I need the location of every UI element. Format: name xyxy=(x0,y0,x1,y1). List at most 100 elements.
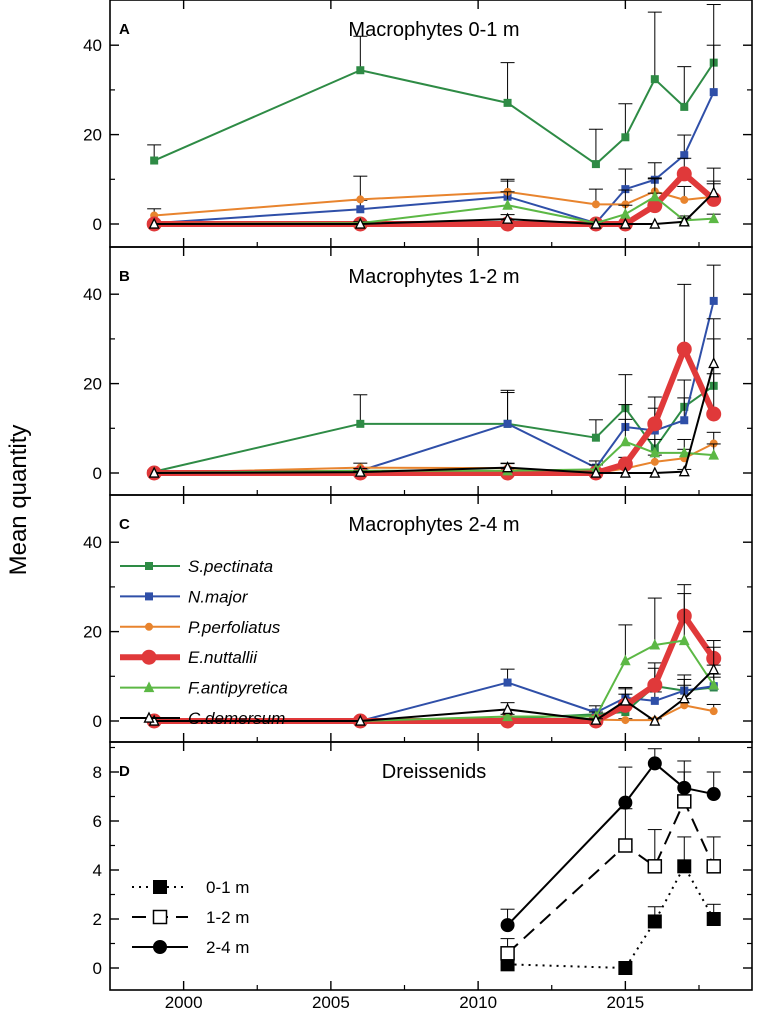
data-point xyxy=(649,217,661,229)
series-e-nuttallii xyxy=(146,283,722,481)
legend-label: 2-4 m xyxy=(206,938,249,957)
data-point xyxy=(650,457,659,466)
data-point xyxy=(706,912,721,926)
data-point xyxy=(709,88,718,97)
series-c-demersum xyxy=(148,167,721,229)
series-line xyxy=(154,639,715,722)
data-point xyxy=(148,466,160,478)
data-point xyxy=(708,186,720,198)
data-point xyxy=(706,406,722,422)
data-point xyxy=(709,707,718,716)
data-point xyxy=(677,780,692,795)
series-line xyxy=(507,865,715,969)
panel-c: C Macrophytes 2-4 m 0 20 40 S.pectinata N.majo… xyxy=(83,494,753,743)
y-tick-label: 20 xyxy=(83,375,102,394)
data-point xyxy=(649,446,661,458)
legend-marker xyxy=(145,592,153,601)
data-point xyxy=(621,133,630,142)
panel-title: Dreissenids xyxy=(382,761,486,783)
legend-marker xyxy=(153,880,167,894)
series-2-4-m xyxy=(500,748,721,933)
data-point xyxy=(677,859,692,874)
y-tick-label: 20 xyxy=(83,126,102,145)
series-s-pectinata xyxy=(147,4,721,169)
y-axis-label: Mean quantity xyxy=(5,425,32,576)
series-line xyxy=(154,363,715,474)
panel-title: Macrophytes 2-4 m xyxy=(348,514,519,536)
legend-entry-1-2-m: 1-2 m xyxy=(132,908,249,927)
data-point xyxy=(591,433,600,442)
data-point xyxy=(356,419,365,428)
data-point xyxy=(619,466,631,478)
data-layer xyxy=(146,584,722,729)
data-point xyxy=(709,296,718,305)
legend-label: N.major xyxy=(188,587,249,606)
legend-label: 0-1 m xyxy=(206,878,249,897)
series-n-major xyxy=(147,44,721,228)
data-point xyxy=(647,756,662,771)
data-point xyxy=(650,75,659,84)
panel-title: Macrophytes 1-2 m xyxy=(348,266,519,288)
data-point xyxy=(590,466,602,478)
data-point xyxy=(618,795,633,810)
x-tick-label: 2000 xyxy=(165,993,203,1012)
data-point xyxy=(590,217,602,229)
data-point xyxy=(678,692,690,704)
series-line xyxy=(153,62,715,166)
series-p-perfoliatus xyxy=(147,175,721,220)
x-tick-label: 2010 xyxy=(459,993,497,1012)
data-point xyxy=(621,716,630,725)
series-line xyxy=(154,681,714,722)
data-point xyxy=(678,215,690,227)
data-point xyxy=(354,465,366,477)
series-line xyxy=(506,800,715,955)
legend-marker xyxy=(153,940,167,954)
data-point xyxy=(502,212,514,224)
data-point xyxy=(677,794,692,809)
legend-marker xyxy=(143,711,155,723)
data-point xyxy=(647,859,663,874)
y-tick-label: 4 xyxy=(93,861,102,880)
series-line xyxy=(154,91,715,225)
y-tick-label: 2 xyxy=(93,910,102,929)
data-point xyxy=(647,914,662,929)
data-point xyxy=(500,946,515,961)
panel-label: A xyxy=(119,21,130,38)
data-point xyxy=(590,713,602,725)
y-tick-label: 20 xyxy=(83,623,102,642)
legend-entry-2-4-m: 2-4 m xyxy=(132,938,249,957)
x-tick-label: 2015 xyxy=(606,993,644,1012)
data-point xyxy=(591,200,600,209)
panel-label: B xyxy=(119,268,130,285)
data-point xyxy=(354,217,366,229)
data-point xyxy=(680,416,689,425)
data-point xyxy=(356,66,365,75)
series-line xyxy=(154,346,717,476)
y-tick-label: 40 xyxy=(83,36,102,55)
data-point xyxy=(650,696,659,705)
data-point xyxy=(500,918,515,933)
data-point xyxy=(618,838,633,853)
legend-entry-p-perfoliatus: P.perfoliatus xyxy=(120,618,281,637)
panel-label: C xyxy=(119,516,130,533)
y-tick-label: 6 xyxy=(93,812,102,831)
legend-marker xyxy=(152,909,168,925)
data-point xyxy=(619,694,631,706)
data-point xyxy=(618,961,633,975)
legend-label: C.demersum xyxy=(188,709,285,728)
legend-marker xyxy=(143,681,155,693)
data-point xyxy=(620,654,631,666)
data-point xyxy=(150,156,159,165)
panel-d: D Dreissenids 0 2 4 6 8 0-1 m 1-2 m 2-4 m xyxy=(93,741,753,991)
legend-label: E.nuttallii xyxy=(188,648,258,667)
legend-entry-s-pectinata: S.pectinata xyxy=(120,557,273,576)
data-point xyxy=(649,714,661,726)
series-c-demersum xyxy=(148,318,721,478)
data-point xyxy=(708,679,720,690)
data-point xyxy=(356,195,365,204)
series-0-1-m xyxy=(500,836,721,975)
x-tick-label: 2005 xyxy=(312,993,350,1012)
y-tick-label: 0 xyxy=(93,215,102,234)
data-point xyxy=(502,199,513,210)
